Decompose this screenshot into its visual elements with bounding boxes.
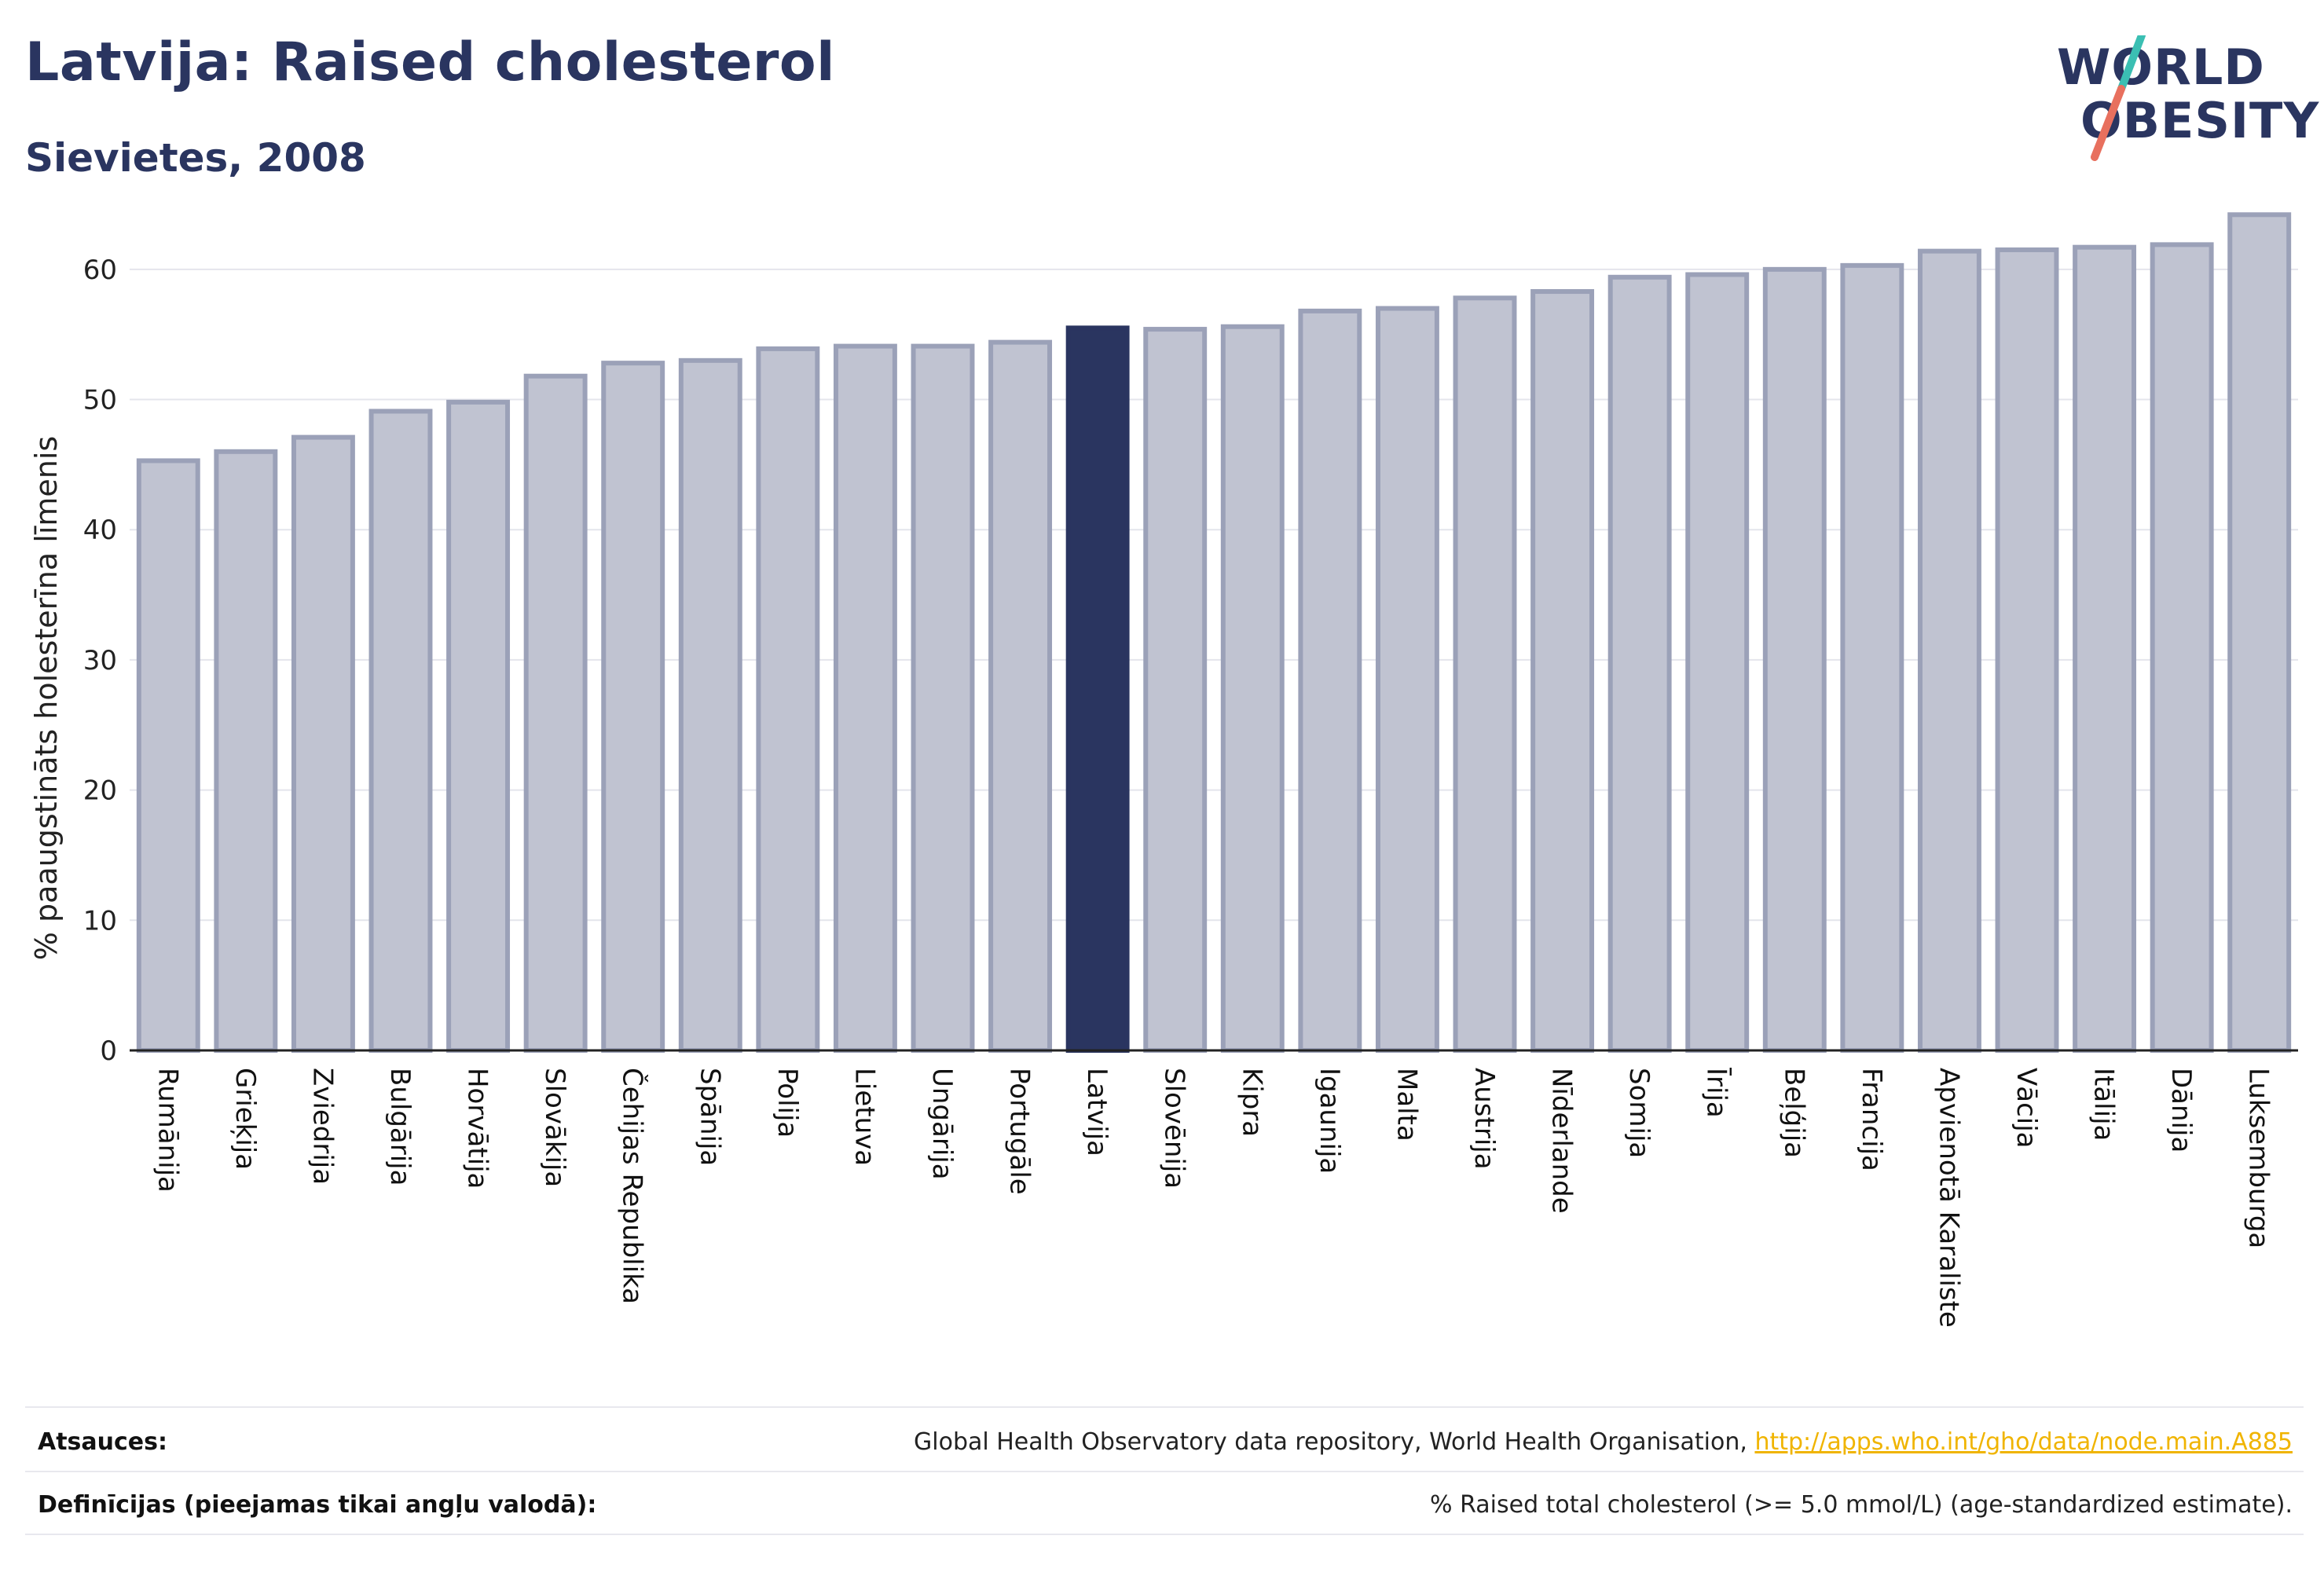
bar-22	[1840, 262, 1904, 1054]
y-tick-label: 40	[83, 515, 117, 546]
y-tick-label: 0	[100, 1035, 117, 1067]
y-tick-label: 30	[83, 645, 117, 676]
x-axis-labels: Rumānija Grieķija Zviedrija Bulgārija Horvāt…	[152, 1068, 2274, 1328]
category-label-22: Francija	[1856, 1068, 1887, 1171]
category-label-2: Zviedrija	[306, 1068, 338, 1185]
category-label-9: Lietuva	[849, 1068, 880, 1166]
bar-9	[833, 343, 897, 1053]
bar-27	[2227, 212, 2292, 1054]
category-label-5: Slovākija	[539, 1068, 570, 1187]
bars	[136, 212, 2292, 1054]
category-label-24: Vācija	[2011, 1068, 2042, 1149]
bar-4	[446, 399, 511, 1054]
category-label-7: Spānija	[694, 1068, 725, 1166]
bar-23	[1917, 248, 1981, 1053]
bar-19	[1607, 274, 1672, 1053]
y-axis-ticks: 0 10 20 30 40 50 60	[83, 255, 117, 1067]
y-tick-label: 60	[83, 255, 117, 286]
bar-25	[2073, 244, 2137, 1053]
category-label-16: Malta	[1391, 1068, 1422, 1142]
category-label-26: Dānija	[2165, 1068, 2197, 1153]
sources-text: Global Health Observatory data repositor…	[914, 1428, 1755, 1456]
page-title: Latvija: Raised cholesterol	[25, 31, 835, 93]
category-label-1: Grieķija	[229, 1068, 261, 1170]
bar-17	[1453, 295, 1517, 1053]
logo-slash-icon	[2091, 35, 2146, 161]
bar-7	[678, 357, 742, 1054]
y-tick-label: 20	[83, 775, 117, 807]
category-label-19: Somija	[1623, 1068, 1655, 1158]
bar-13	[1143, 327, 1208, 1053]
category-label-27: Luksemburga	[2243, 1068, 2275, 1248]
sources-value: Global Health Observatory data repositor…	[914, 1428, 2293, 1456]
category-label-20: Īrija	[1701, 1068, 1732, 1118]
bar-5	[523, 373, 588, 1053]
bar-16	[1375, 306, 1439, 1054]
category-label-25: Itālija	[2088, 1068, 2120, 1141]
bar-21	[1762, 266, 1827, 1054]
bar-8	[756, 346, 820, 1053]
bar-3	[368, 409, 433, 1054]
category-label-11: Portugāle	[1004, 1068, 1036, 1195]
bar-12	[1065, 325, 1130, 1053]
bar-24	[1995, 247, 2059, 1053]
y-tick-label: 10	[83, 905, 117, 936]
category-label-6: Čehijas Republika	[617, 1068, 649, 1304]
sources-link[interactable]: http://apps.who.int/gho/data/node.main.A…	[1754, 1428, 2293, 1456]
category-label-0: Rumānija	[152, 1068, 183, 1193]
category-label-17: Austrija	[1468, 1068, 1500, 1170]
category-label-23: Apvienotā Karaliste	[1933, 1068, 1964, 1328]
page-subtitle: Sievietes, 2008	[25, 135, 366, 181]
category-label-3: Bulgārija	[384, 1068, 416, 1186]
logo-line2: OBESITY	[2080, 92, 2320, 149]
category-label-13: Slovēnija	[1159, 1068, 1190, 1189]
logo-line1: WORLD	[2057, 38, 2265, 96]
sources-label: Atsauces:	[38, 1428, 167, 1456]
y-tick-label: 50	[83, 385, 117, 416]
category-label-14: Kipra	[1236, 1068, 1267, 1137]
bar-18	[1530, 289, 1595, 1053]
bar-chart: 0 10 20 30 40 50 60 Rumānija Grieķija Zviedrija B…	[29, 212, 2298, 1328]
footer-divider-bottom	[25, 1534, 2304, 1535]
bar-6	[601, 361, 665, 1054]
bar-14	[1220, 324, 1285, 1053]
bar-10	[911, 343, 975, 1053]
bar-2	[291, 434, 355, 1053]
category-label-8: Polija	[772, 1068, 803, 1138]
category-label-21: Beļģija	[1778, 1068, 1809, 1158]
bar-1	[214, 449, 278, 1054]
bar-20	[1685, 272, 1750, 1054]
bar-0	[136, 458, 200, 1054]
definitions-label: Definīcijas (pieejamas tikai angļu valod…	[38, 1491, 597, 1519]
footer-divider-top	[25, 1406, 2304, 1408]
bar-11	[988, 339, 1053, 1053]
world-obesity-logo: WORLD OBESITY	[2051, 35, 2319, 169]
definitions-value: % Raised total cholesterol (>= 5.0 mmol/…	[1430, 1491, 2293, 1519]
bar-26	[2150, 242, 2214, 1053]
category-label-18: Nīderlande	[1546, 1068, 1578, 1214]
y-axis-label: % paaugstināts holesterīna līmenis	[29, 436, 64, 960]
category-label-10: Ungārija	[926, 1068, 958, 1180]
category-label-15: Igaunija	[1314, 1068, 1345, 1174]
bar-15	[1298, 308, 1362, 1054]
category-label-4: Horvātija	[462, 1068, 493, 1189]
footer-divider-middle	[25, 1471, 2304, 1472]
category-label-12: Latvija	[1081, 1068, 1113, 1156]
